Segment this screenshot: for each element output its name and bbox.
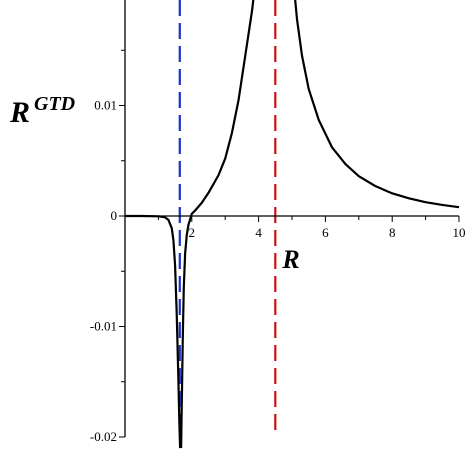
series-1-segment-3	[294, 0, 460, 209]
y-tick-label-2: 0	[111, 208, 118, 223]
x-tick-label-8: 8	[389, 225, 396, 240]
x-tick-label-10: 10	[453, 225, 466, 240]
y-axis-title-main: R	[9, 96, 30, 129]
x-tick-label-6: 6	[322, 225, 329, 240]
series-1-segment-1	[125, 214, 182, 449]
asymptotes	[178, 0, 277, 437]
y-axis-title: R GTD	[9, 93, 75, 129]
series-1-segment-2	[180, 0, 255, 449]
tick-labels: 2 4 6 8 10 0.01 0 -0.01 -0.02	[90, 98, 466, 445]
y-tick-label-3: -0.01	[90, 319, 117, 334]
x-tick-label-2: 2	[189, 225, 196, 240]
curves	[125, 0, 460, 449]
y-axis-title-sup: GTD	[34, 93, 75, 115]
x-axis-title: R	[281, 245, 299, 274]
x-tick-label-4: 4	[255, 225, 262, 240]
y-tick-label-1: 0.01	[94, 98, 117, 113]
y-tick-label-4: -0.02	[90, 429, 117, 444]
ticks	[119, 49, 460, 438]
